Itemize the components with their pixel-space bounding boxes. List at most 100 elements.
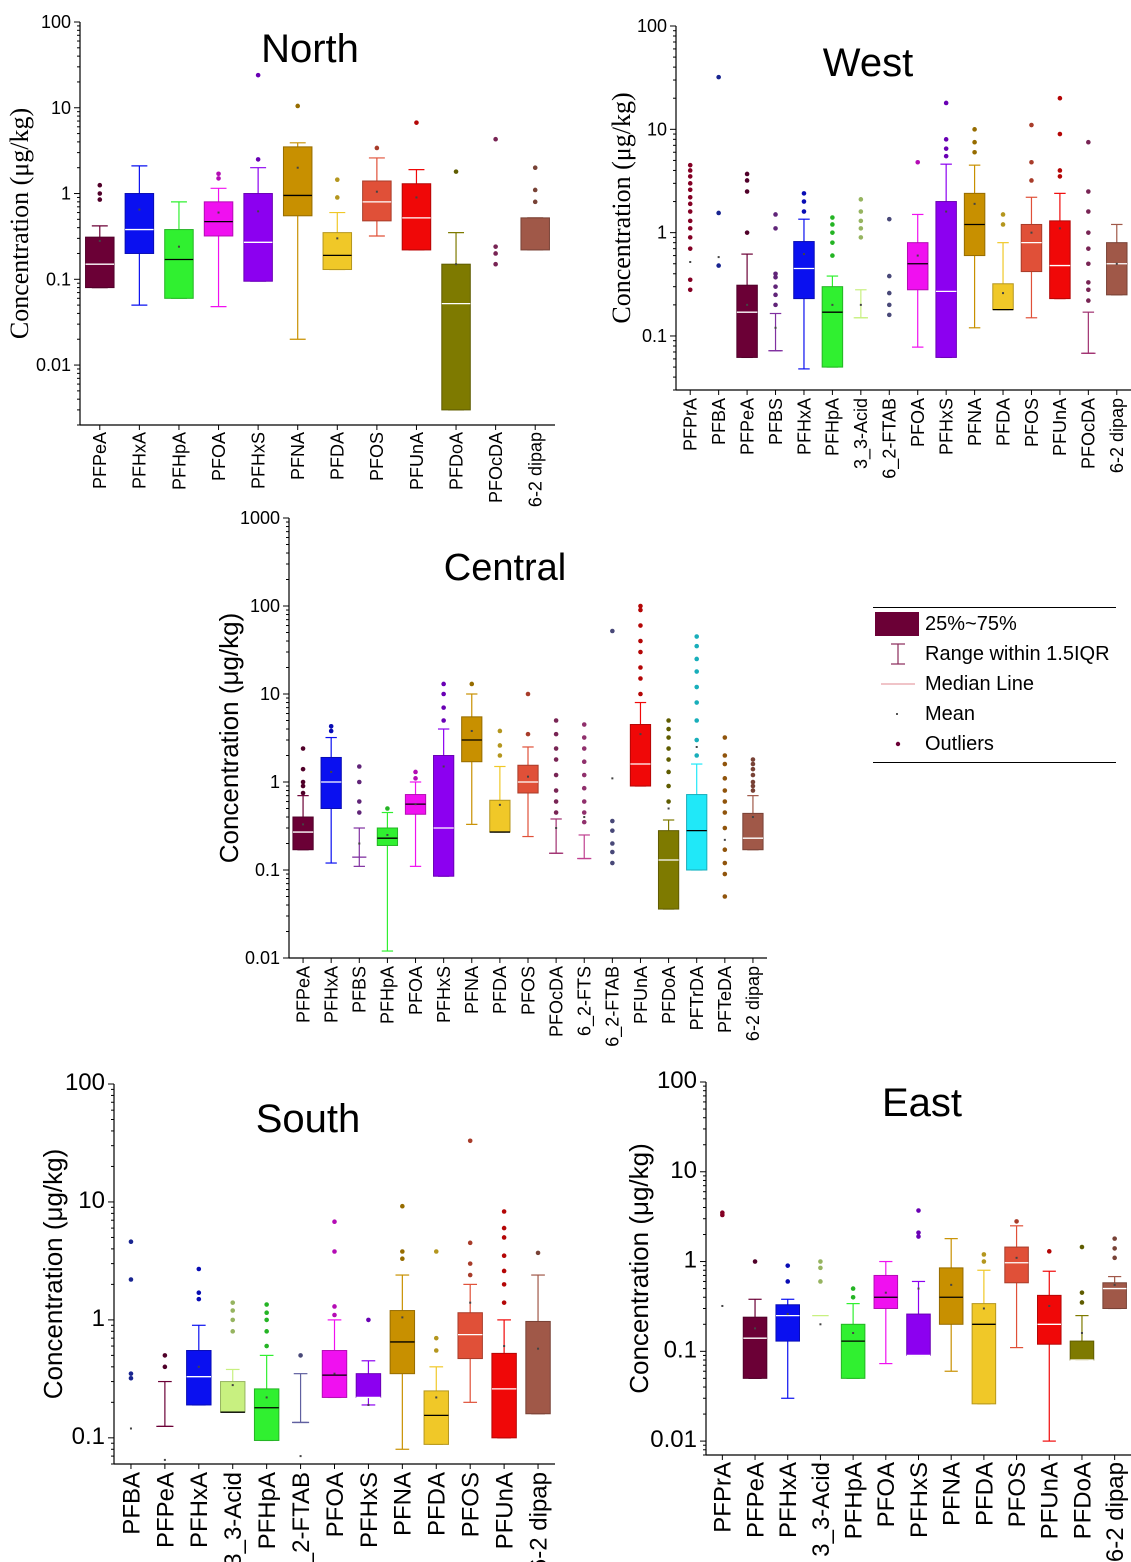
outlier-point — [720, 1210, 725, 1216]
chart-title: South — [256, 1097, 361, 1141]
box-PFUnA: PFUnA — [491, 1209, 519, 1549]
x-tick-label: PFHxA — [186, 1472, 213, 1548]
mean-marker — [1015, 1256, 1018, 1259]
outlier-point — [501, 1209, 507, 1214]
legend: 25%~75% Range within 1.5IQR Median Line … — [873, 607, 1116, 763]
box-PFHpA: PFHpA — [376, 806, 399, 1024]
chart-south: 0.1 1 10 100 South Concentration (μg/kg) PFBA P… — [38, 1069, 555, 1562]
outlier-point — [1086, 230, 1091, 235]
x-tick-label: 6-2 dipap — [743, 966, 763, 1041]
outlier-point — [687, 168, 693, 173]
x-tick-label: PFDA — [328, 432, 348, 480]
outlier-point — [830, 222, 835, 227]
outlier-point — [532, 165, 538, 171]
outlier-point — [581, 819, 587, 825]
outlier-point — [532, 187, 538, 193]
outlier-point — [1000, 212, 1006, 217]
legend-item-whisker: Range within 1.5IQR — [873, 640, 1110, 668]
iqr-box — [840, 1323, 866, 1379]
outlier-point — [943, 146, 949, 151]
x-tick-label: PFHxA — [794, 398, 814, 455]
box-6_2-FTS: 6_2-FTS — [575, 722, 596, 1036]
x-tick-label: PFUnA — [1037, 1462, 1064, 1539]
outlier-point — [850, 1294, 856, 1300]
iqr-box — [362, 180, 392, 222]
outlier-point — [694, 634, 700, 639]
box-3_3-Acid: 3_3-Acid — [851, 197, 872, 469]
box-3_3-Acid: 3_3-Acid — [808, 1259, 835, 1557]
outlier-point — [750, 761, 756, 767]
x-tick-label: PFOS — [1022, 398, 1042, 447]
y-tick-label: 100 — [41, 12, 71, 32]
mean-marker — [555, 827, 558, 830]
mean-marker — [1115, 262, 1118, 265]
outlier-point — [943, 100, 949, 106]
iqr-box — [1037, 1294, 1062, 1345]
mean-marker — [916, 254, 919, 257]
iqr-box — [423, 1390, 449, 1445]
iqr-box — [906, 1313, 931, 1356]
outlier-point — [638, 676, 643, 681]
outlier-point — [943, 137, 949, 142]
outlier-point — [264, 1329, 269, 1334]
mean-marker — [1080, 1331, 1083, 1334]
outlier-point — [666, 799, 671, 804]
y-tick-label: 0.01 — [650, 1426, 697, 1453]
box-PFHxS: PFHxS — [355, 1317, 383, 1548]
iqr-box — [992, 283, 1014, 311]
outlier-point — [300, 790, 306, 796]
outlier-point — [666, 735, 671, 740]
outlier-point — [750, 779, 756, 785]
outlier-point — [687, 174, 693, 179]
outlier-point — [1112, 1255, 1117, 1261]
outlier-point — [694, 737, 700, 743]
outlier-point — [972, 139, 977, 145]
x-tick-label: PFHpA — [254, 1472, 281, 1549]
box-PFHpA: PFHpA — [821, 215, 844, 456]
outlier-point — [886, 273, 892, 279]
y-axis-label: Concentration (μg/kg) — [5, 108, 34, 339]
legend-item-outliers: Outliers — [873, 730, 994, 758]
outlier-point — [1079, 1244, 1085, 1250]
outlier-point — [501, 1282, 507, 1287]
box-PFBS: PFBS — [766, 212, 786, 445]
x-tick-label: PFPeA — [293, 966, 313, 1023]
legend-whisker-symbol — [873, 640, 923, 668]
box-PFTrDA: PFTrDA — [686, 634, 708, 1030]
box-PFPeA: PFPeA — [292, 746, 314, 1023]
outlier-point — [553, 731, 559, 737]
outlier-point — [1057, 174, 1063, 179]
y-axis-label: Concentration (μg/kg) — [624, 1143, 654, 1394]
box-PFOS: PFOS — [457, 1138, 485, 1537]
box-PFOA: PFOA — [321, 1219, 349, 1537]
outlier-point — [858, 226, 864, 231]
outlier-point — [943, 153, 949, 159]
x-tick-label: 6_2-FTAB — [603, 966, 624, 1047]
box-PFHpA: PFHpA — [841, 1286, 868, 1539]
box-PFOS: PFOS — [1004, 1219, 1031, 1527]
outlier-point — [1046, 1249, 1052, 1254]
outlier-point — [818, 1279, 823, 1284]
mean-marker — [802, 253, 805, 256]
outlier-point — [687, 162, 693, 168]
mean-marker — [717, 256, 720, 259]
outlier-point — [441, 718, 446, 723]
y-tick-label: 1 — [92, 1305, 105, 1332]
outlier-point — [886, 302, 892, 308]
legend-box-swatch — [873, 610, 923, 638]
outlier-point — [687, 235, 693, 240]
outlier-point — [886, 216, 892, 222]
outlier-point — [722, 810, 728, 815]
x-tick-label: PFPeA — [152, 1472, 179, 1548]
mean-marker — [884, 1291, 887, 1294]
outlier-point — [501, 1253, 507, 1259]
outlier-point — [501, 1300, 507, 1305]
outlier-point — [332, 1219, 337, 1224]
box-PFOA: PFOA — [873, 1260, 900, 1527]
outlier-point — [581, 759, 587, 765]
x-tick-label: 3_3-Acid — [220, 1472, 247, 1562]
outlier-point — [581, 746, 587, 751]
outlier-point — [553, 757, 559, 762]
x-tick-label: PFHxA — [775, 1462, 802, 1538]
mean-marker — [217, 211, 220, 214]
